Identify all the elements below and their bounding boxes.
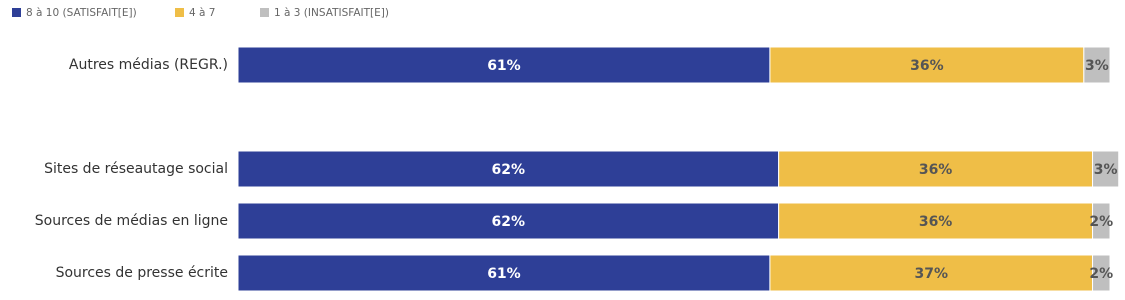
legend-swatch <box>175 8 184 17</box>
legend-label: 4 à 7 <box>189 7 215 19</box>
bar-segment <box>1092 202 1111 240</box>
value-label: 3% <box>1085 58 1109 74</box>
value-label: 3% <box>1094 162 1118 178</box>
value-label: 2% <box>1089 266 1113 282</box>
value-label: 2% <box>1089 214 1113 230</box>
bar-segment <box>778 150 1094 188</box>
bar-segment <box>769 254 1094 292</box>
bar-segment <box>237 254 771 292</box>
value-label: 36% <box>919 214 953 230</box>
bar-segment <box>237 202 780 240</box>
bar-segment <box>237 46 771 84</box>
value-label: 36% <box>919 162 953 178</box>
bar-segment <box>1083 46 1111 84</box>
legend-label: 8 à 10 (SATISFAIT[E]) <box>26 7 137 19</box>
value-label: 36% <box>910 58 944 74</box>
category-label: Autres médias (REGR.) <box>69 57 228 73</box>
bar-segment <box>1092 254 1111 292</box>
legend-label: 1 à 3 (INSATISFAIT[E]) <box>274 7 389 19</box>
legend-swatch <box>260 8 269 17</box>
value-label: 61% <box>487 266 521 282</box>
bar-segment <box>237 150 780 188</box>
legend-swatch <box>12 8 21 17</box>
bar-segment <box>778 202 1094 240</box>
category-label: Sources de presse écrite <box>56 265 228 281</box>
category-label: Sources de médias en ligne <box>35 213 228 229</box>
bar-segment <box>769 46 1085 84</box>
value-label: 61% <box>487 58 521 74</box>
value-label: 62% <box>492 162 526 178</box>
category-label: Sites de réseautage social <box>44 161 228 177</box>
bar-segment <box>1092 150 1120 188</box>
value-label: 62% <box>492 214 526 230</box>
value-label: 37% <box>914 266 948 282</box>
